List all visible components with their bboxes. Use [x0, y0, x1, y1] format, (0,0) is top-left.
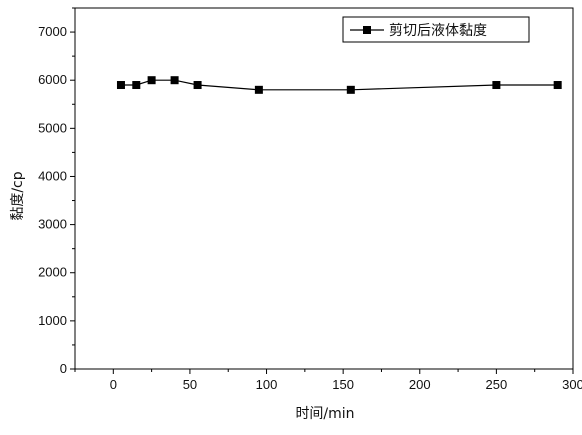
legend-label: 剪切后液体黏度 — [389, 23, 487, 39]
plot-frame — [74, 7, 574, 370]
x-axis-title: 时间/min — [295, 406, 354, 422]
data-point-marker — [147, 76, 156, 85]
y-tick-label: 3000 — [38, 217, 67, 232]
x-tick-label: 250 — [486, 377, 508, 392]
y-tick-label: 2000 — [38, 265, 67, 280]
legend: 剪切后液体黏度 — [342, 16, 530, 43]
y-axis-title: 黏度/cp — [10, 171, 26, 220]
data-point-marker — [254, 85, 263, 94]
x-tick-label: 200 — [409, 377, 431, 392]
series-layer — [116, 76, 562, 94]
legend-marker — [363, 26, 371, 34]
y-tick-label: 6000 — [38, 72, 67, 87]
x-tick-label: 50 — [183, 377, 197, 392]
data-point-marker — [170, 76, 179, 85]
y-tick-label: 0 — [60, 361, 67, 376]
data-point-marker — [553, 81, 562, 90]
x-tick-label: 0 — [110, 377, 117, 392]
y-tick-label: 7000 — [38, 24, 67, 39]
data-point-marker — [116, 81, 125, 90]
series-line — [121, 79, 558, 91]
data-point-marker — [346, 85, 355, 94]
y-tick-label: 5000 — [38, 120, 67, 135]
data-point-marker — [492, 81, 501, 90]
y-axis-ticks: 0 1000 2000 3000 4000 5000 6000 7000 — [38, 7, 75, 376]
x-tick-label: 100 — [256, 377, 278, 392]
y-tick-label: 4000 — [38, 168, 67, 183]
x-axis-ticks: 0 50 100 150 200 250 300 — [74, 369, 582, 392]
data-point-marker — [132, 81, 141, 90]
data-point-marker — [193, 81, 202, 90]
x-tick-label: 300 — [562, 377, 582, 392]
y-tick-label: 1000 — [38, 313, 67, 328]
plot-border — [74, 7, 574, 370]
x-tick-label: 150 — [332, 377, 354, 392]
